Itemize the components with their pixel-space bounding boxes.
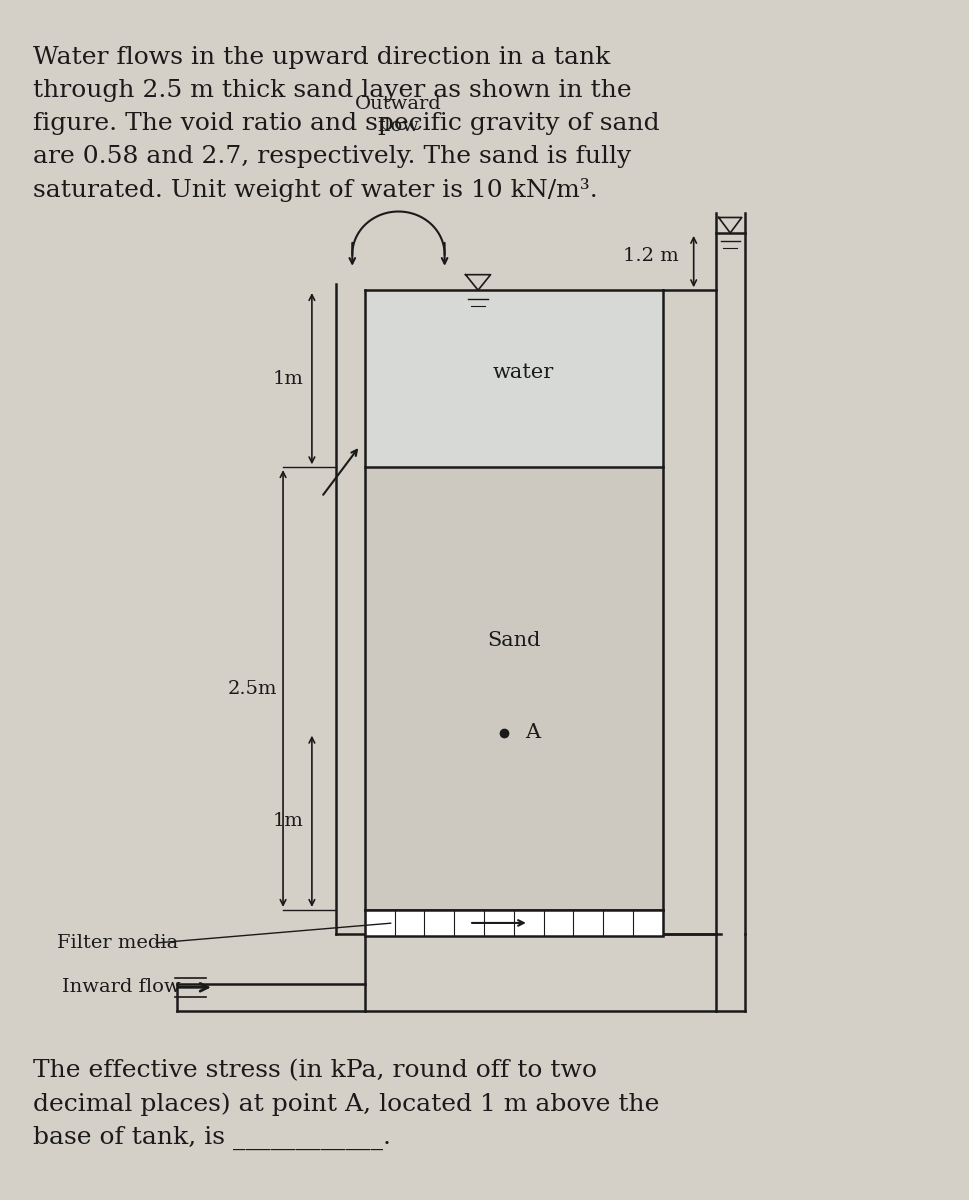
Text: Inward flow: Inward flow — [62, 978, 180, 996]
Text: Sand: Sand — [486, 631, 540, 650]
Text: Filter media: Filter media — [57, 934, 178, 953]
Bar — [364, 467, 662, 910]
Text: 1m: 1m — [272, 812, 303, 830]
Text: 1.2 m: 1.2 m — [622, 247, 677, 265]
Text: A: A — [525, 724, 540, 743]
Text: Outward
flow: Outward flow — [355, 95, 441, 136]
Text: Water flows in the upward direction in a tank
through 2.5 m thick sand layer as : Water flows in the upward direction in a… — [33, 46, 659, 202]
Bar — [364, 910, 662, 936]
Text: The effective stress (in kPa, round off to two
decimal places) at point A, locat: The effective stress (in kPa, round off … — [33, 1058, 659, 1150]
Bar — [364, 290, 662, 467]
Text: 1m: 1m — [272, 370, 303, 388]
Text: 2.5m: 2.5m — [228, 679, 277, 697]
Text: water: water — [492, 364, 553, 383]
